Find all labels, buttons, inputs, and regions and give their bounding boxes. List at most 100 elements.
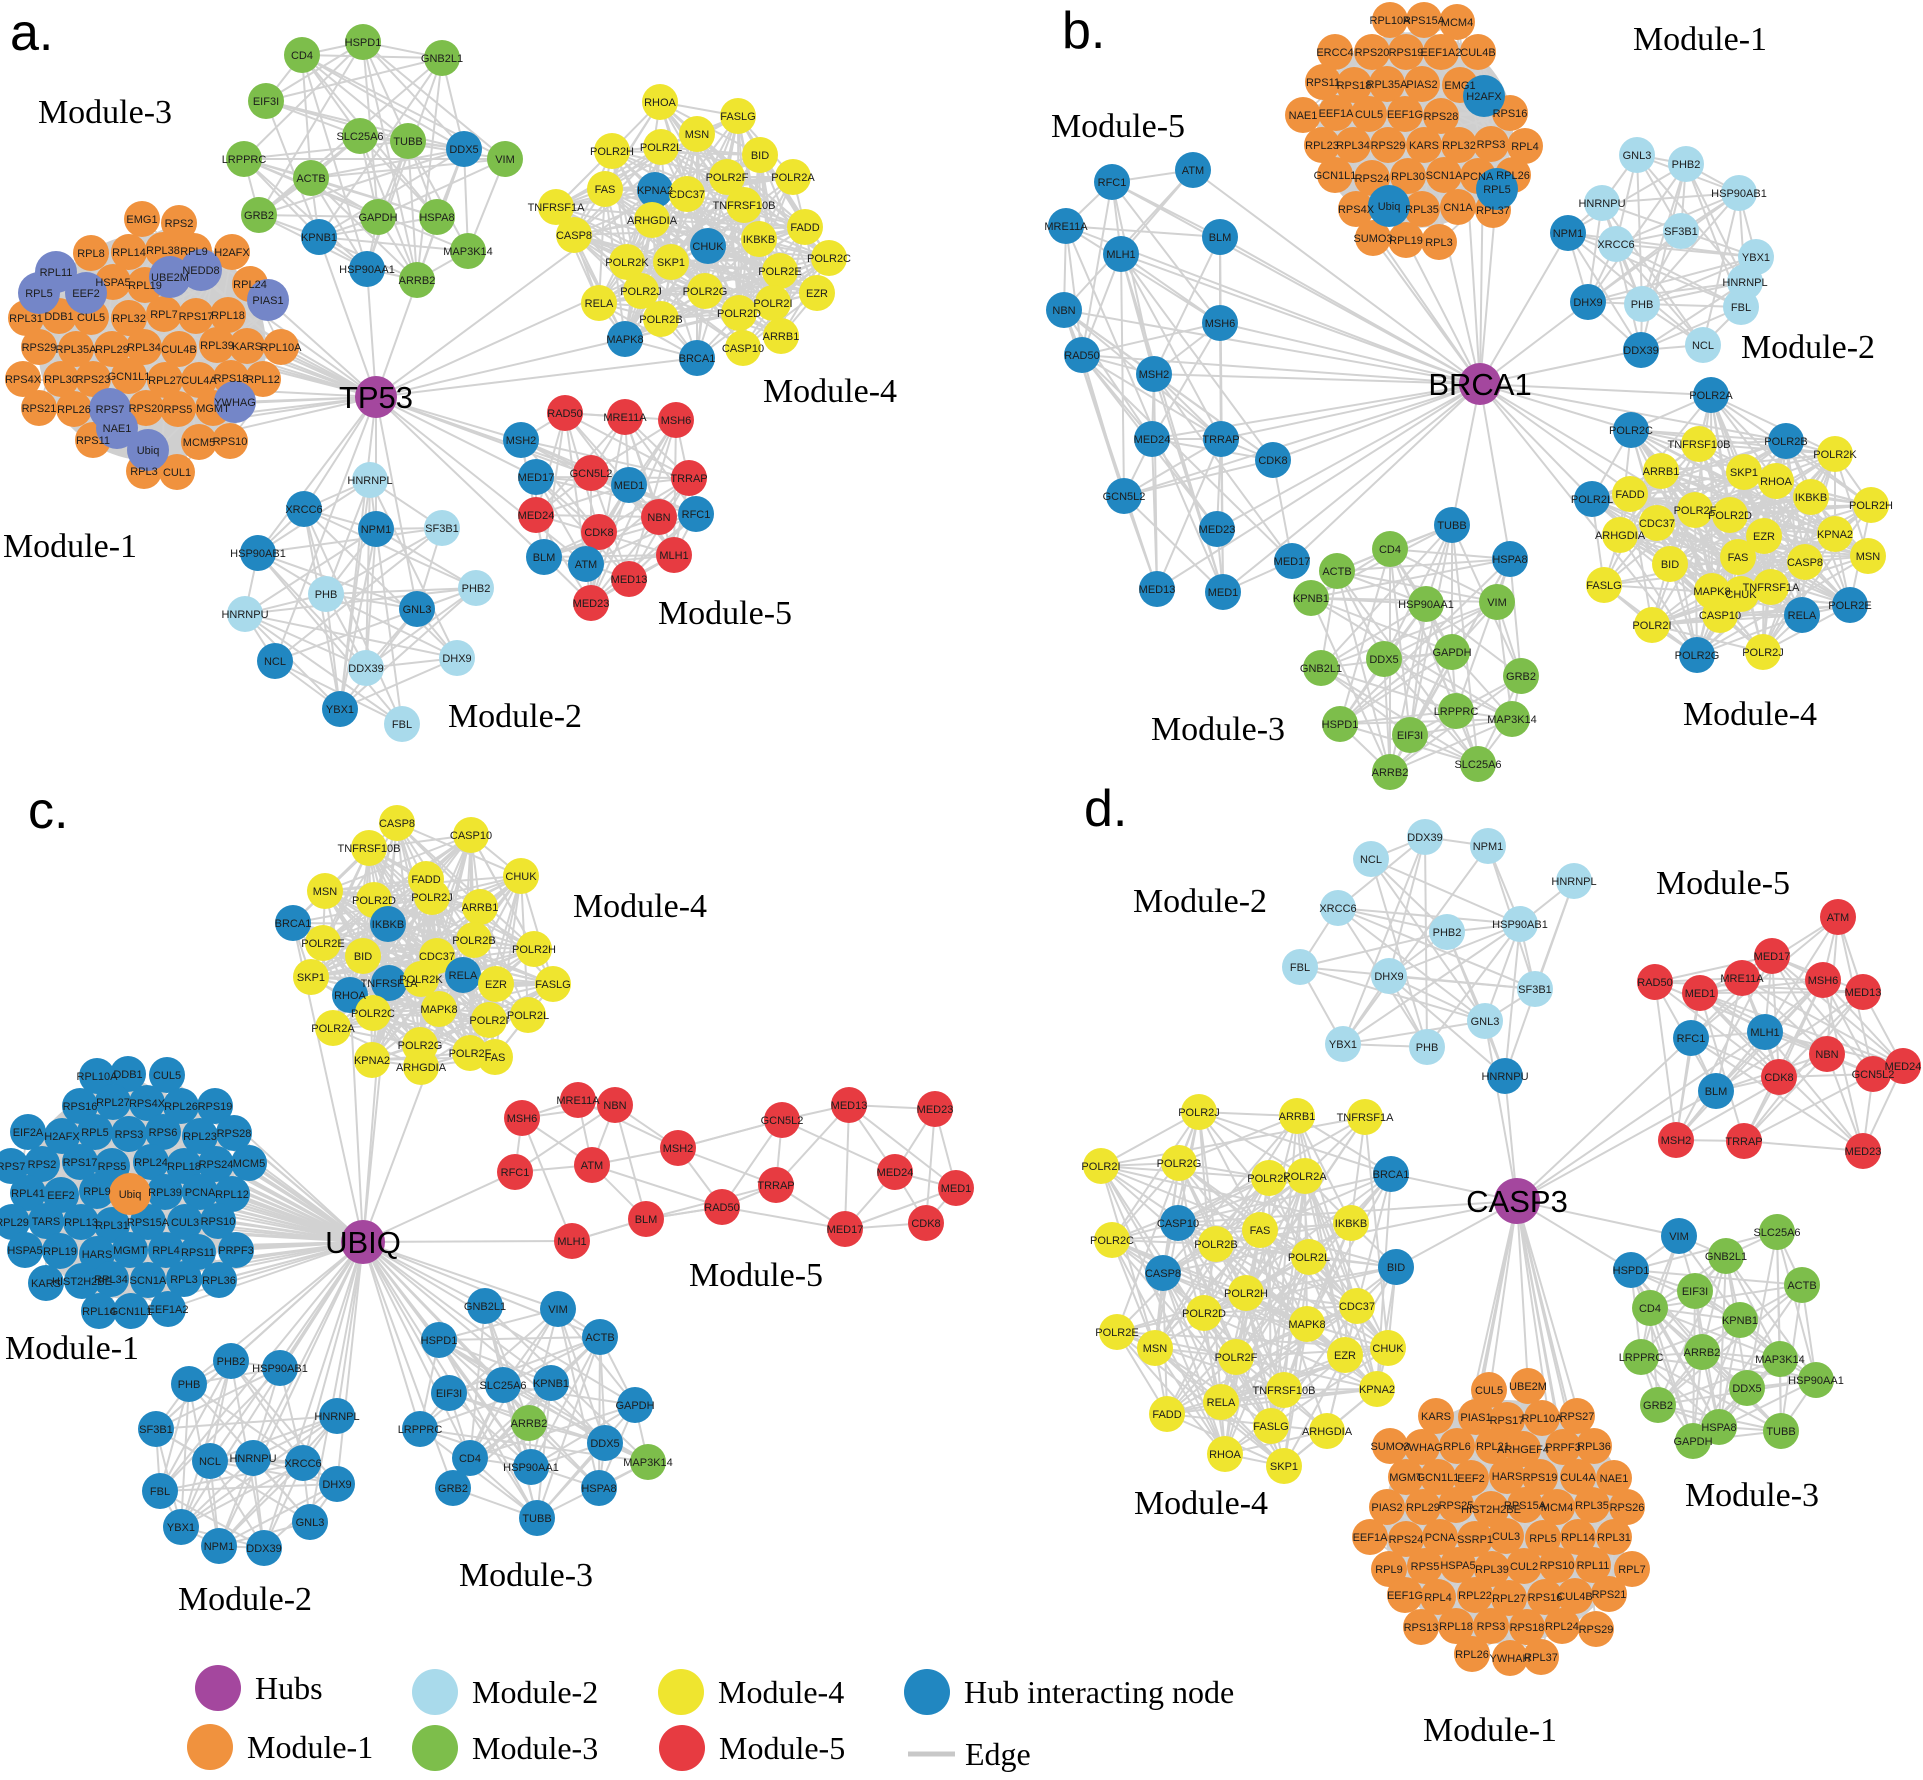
svg-text:KPNB1: KPNB1: [533, 1378, 569, 1390]
svg-text:FASLG: FASLG: [535, 979, 570, 991]
svg-text:KPNA2: KPNA2: [354, 1055, 390, 1067]
svg-text:Module-1: Module-1: [5, 1330, 139, 1367]
svg-text:RFC1: RFC1: [501, 1167, 530, 1179]
svg-text:RPL5: RPL5: [1529, 1533, 1557, 1545]
svg-text:CUL1: CUL1: [163, 467, 191, 479]
svg-text:RPL24: RPL24: [1545, 1621, 1579, 1633]
svg-text:RPL34: RPL34: [127, 342, 161, 354]
svg-text:RPL6: RPL6: [1443, 1441, 1471, 1453]
svg-text:RPL10A: RPL10A: [1522, 1413, 1564, 1425]
svg-text:BLM: BLM: [1705, 1086, 1728, 1098]
svg-text:NAE1: NAE1: [1600, 1473, 1629, 1485]
svg-text:RPL39: RPL39: [1475, 1564, 1509, 1576]
svg-text:RPL29: RPL29: [1406, 1502, 1440, 1514]
svg-text:HNRNPL: HNRNPL: [347, 475, 392, 487]
svg-text:HARS: HARS: [82, 1249, 113, 1261]
svg-text:RPS16: RPS16: [1493, 108, 1528, 120]
svg-text:ARRB1: ARRB1: [1279, 1111, 1316, 1123]
svg-text:FAS: FAS: [1250, 1225, 1271, 1237]
svg-text:RPS24: RPS24: [199, 1159, 234, 1171]
svg-text:TRRAP: TRRAP: [670, 473, 707, 485]
svg-text:PHB: PHB: [1416, 1042, 1439, 1054]
svg-text:RPS13: RPS13: [1404, 1622, 1439, 1634]
svg-text:RPS25: RPS25: [1439, 1500, 1474, 1512]
svg-text:POLR2I: POLR2I: [469, 1015, 508, 1027]
svg-text:RPL24: RPL24: [134, 1157, 168, 1169]
svg-text:RELA: RELA: [1788, 610, 1817, 622]
svg-text:CUL4B: CUL4B: [161, 344, 196, 356]
svg-text:RPL3: RPL3: [1425, 237, 1453, 249]
svg-text:MAP3K14: MAP3K14: [1755, 1354, 1805, 1366]
svg-text:Module-5: Module-5: [689, 1257, 823, 1294]
svg-text:KARS: KARS: [1409, 140, 1439, 152]
svg-text:HNRNPL: HNRNPL: [1722, 277, 1767, 289]
svg-text:NCL: NCL: [199, 1456, 221, 1468]
svg-text:MED17: MED17: [827, 1224, 864, 1236]
svg-text:FBL: FBL: [1731, 302, 1751, 314]
svg-text:PHB2: PHB2: [217, 1356, 246, 1368]
svg-text:MSH2: MSH2: [663, 1143, 694, 1155]
svg-text:RPS21: RPS21: [1592, 1589, 1627, 1601]
svg-text:GCN5L2: GCN5L2: [761, 1115, 804, 1127]
svg-text:POLR2G: POLR2G: [1675, 650, 1720, 662]
svg-text:CASP10: CASP10: [450, 830, 492, 842]
svg-text:Module-4: Module-4: [573, 888, 707, 925]
svg-text:EEF1A: EEF1A: [1353, 1532, 1389, 1544]
svg-text:ARRB2: ARRB2: [1372, 767, 1409, 779]
svg-text:HNRNPU: HNRNPU: [1481, 1071, 1528, 1083]
svg-text:EIF3I: EIF3I: [1397, 730, 1423, 742]
svg-text:FASLG: FASLG: [720, 111, 755, 123]
svg-text:Module-4: Module-4: [1683, 696, 1817, 733]
svg-text:MAPK8: MAPK8: [420, 1004, 457, 1016]
svg-text:PIAS2: PIAS2: [1371, 1502, 1402, 1514]
svg-text:MGMT: MGMT: [1389, 1472, 1423, 1484]
svg-text:KPNB1: KPNB1: [1722, 1315, 1758, 1327]
svg-text:POLR2B: POLR2B: [1764, 436, 1807, 448]
svg-text:HSPA5: HSPA5: [1440, 1560, 1475, 1572]
svg-text:KPNB1: KPNB1: [1293, 593, 1329, 605]
svg-text:NPM1: NPM1: [204, 1541, 235, 1553]
svg-text:ATM: ATM: [1182, 165, 1204, 177]
svg-text:FADD: FADD: [790, 222, 819, 234]
svg-text:POLR2D: POLR2D: [1182, 1308, 1226, 1320]
svg-text:RPL8: RPL8: [77, 248, 105, 260]
svg-text:MSH2: MSH2: [506, 435, 537, 447]
svg-text:RPS3: RPS3: [1477, 1621, 1506, 1633]
svg-text:POLR2J: POLR2J: [1742, 647, 1784, 659]
svg-text:ARRB2: ARRB2: [399, 275, 436, 287]
svg-text:RPL34: RPL34: [1336, 140, 1370, 152]
svg-text:GAPDH: GAPDH: [615, 1400, 654, 1412]
svg-text:GCN5L2: GCN5L2: [1103, 491, 1146, 503]
svg-text:ATM: ATM: [581, 1160, 603, 1172]
svg-text:HSPA8: HSPA8: [419, 212, 454, 224]
svg-text:Module-1: Module-1: [3, 528, 137, 565]
svg-text:KPNA2: KPNA2: [1359, 1384, 1395, 1396]
svg-text:SKP1: SKP1: [1730, 467, 1758, 479]
svg-text:RPL39: RPL39: [200, 340, 234, 352]
svg-text:RPL37: RPL37: [1524, 1652, 1558, 1664]
svg-text:HSPD1: HSPD1: [1322, 719, 1359, 731]
svg-text:RPL10A: RPL10A: [261, 342, 303, 354]
svg-text:POLR2D: POLR2D: [352, 895, 396, 907]
svg-text:Module-3: Module-3: [38, 94, 172, 131]
svg-text:Module-5: Module-5: [719, 1730, 845, 1766]
svg-text:LRPPRC: LRPPRC: [398, 1424, 443, 1436]
svg-text:RPL19: RPL19: [1389, 235, 1423, 247]
svg-text:RPL13: RPL13: [64, 1217, 98, 1229]
svg-text:RPL19: RPL19: [128, 280, 162, 292]
svg-text:EEF1A: EEF1A: [1319, 108, 1355, 120]
svg-text:TNFRSF10B: TNFRSF10B: [1668, 439, 1731, 451]
svg-text:EEF1A2: EEF1A2: [148, 1304, 189, 1316]
svg-text:POLR2E: POLR2E: [758, 266, 801, 278]
svg-text:ARRB1: ARRB1: [763, 331, 800, 343]
svg-text:PRPF3: PRPF3: [218, 1245, 253, 1257]
svg-text:RPL35: RPL35: [1405, 204, 1439, 216]
svg-text:RELA: RELA: [585, 298, 614, 310]
svg-text:RPL14: RPL14: [1561, 1532, 1595, 1544]
svg-text:CASP10: CASP10: [1157, 1218, 1199, 1230]
svg-text:CDK8: CDK8: [1258, 455, 1287, 467]
svg-text:MED23: MED23: [1845, 1146, 1882, 1158]
svg-text:POLR2F: POLR2F: [449, 1048, 492, 1060]
svg-text:CASP8: CASP8: [379, 818, 415, 830]
svg-text:HARS: HARS: [1492, 1471, 1523, 1483]
